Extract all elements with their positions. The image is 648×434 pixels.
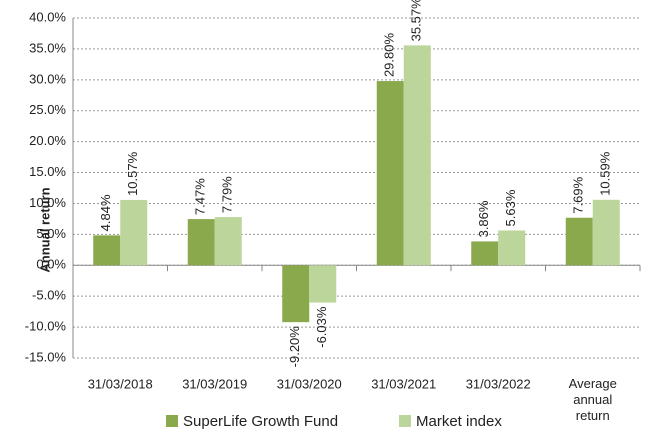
y-tick-label: 10.0%	[29, 195, 66, 210]
data-label: -6.03%	[314, 306, 329, 348]
data-label: 7.79%	[220, 176, 235, 213]
data-label: 29.80%	[382, 33, 397, 78]
data-label: 7.47%	[193, 178, 208, 215]
bar	[565, 217, 593, 266]
bar	[187, 219, 215, 266]
y-tick-label: 0.0%	[36, 257, 66, 272]
y-tick-label: -15.0%	[25, 349, 67, 364]
bar	[93, 235, 121, 266]
bar	[592, 199, 620, 266]
bar	[214, 217, 242, 266]
legend-label: SuperLife Growth Fund	[183, 413, 338, 430]
data-label: 7.69%	[571, 176, 586, 213]
y-tick-label: -5.0%	[32, 288, 66, 303]
x-tick-label: 31/03/2021	[371, 376, 436, 391]
y-axis-title: Annual return	[37, 187, 52, 272]
y-tick-label: 40.0%	[29, 9, 66, 24]
bar	[282, 265, 310, 323]
bar	[376, 81, 404, 266]
data-label: 35.57%	[409, 0, 424, 41]
bar	[471, 241, 499, 266]
legend-label: Market index	[416, 413, 502, 430]
y-tick-label: 35.0%	[29, 40, 66, 55]
y-tick-label: 25.0%	[29, 102, 66, 117]
y-tick-label: -10.0%	[25, 319, 67, 334]
data-label: 3.86%	[476, 200, 491, 237]
x-tick-label: 31/03/2018	[88, 376, 153, 391]
x-tick-label: 31/03/2020	[277, 376, 342, 391]
data-label: 4.84%	[98, 194, 113, 231]
bar	[403, 45, 431, 266]
x-tick-label: 31/03/2022	[466, 376, 531, 391]
bar	[498, 230, 526, 266]
x-tick-label: Average annual return	[569, 376, 617, 423]
legend-swatch	[166, 415, 178, 427]
y-tick-label: 15.0%	[29, 164, 66, 179]
x-tick-label: 31/03/2019	[182, 376, 247, 391]
bar	[120, 199, 148, 266]
legend-swatch	[399, 415, 411, 427]
data-label: 10.57%	[125, 151, 140, 196]
y-tick-label: 20.0%	[29, 133, 66, 148]
data-label: 5.63%	[503, 189, 518, 226]
y-tick-label: 5.0%	[36, 226, 66, 241]
bar	[309, 265, 337, 303]
data-label: 10.59%	[598, 151, 613, 196]
y-tick-label: 30.0%	[29, 71, 66, 86]
data-label: -9.20%	[287, 326, 302, 368]
